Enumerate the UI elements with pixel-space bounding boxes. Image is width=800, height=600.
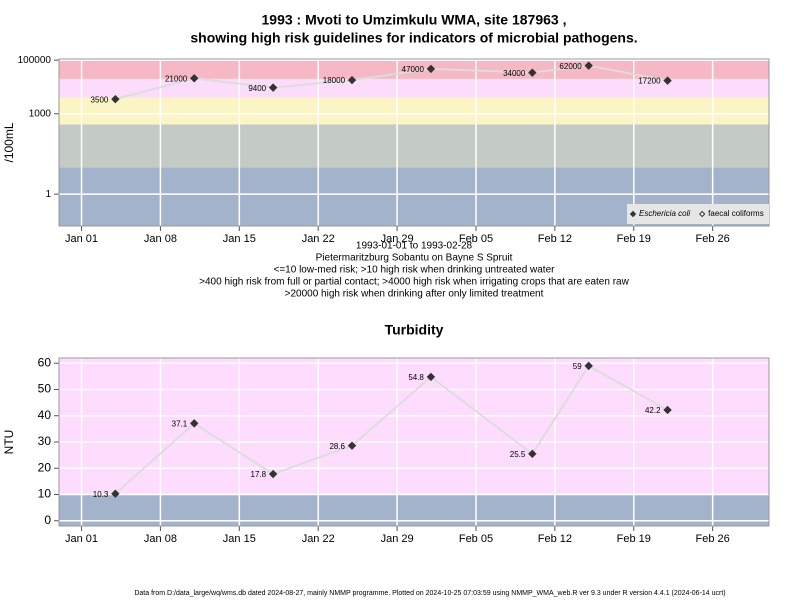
legend-box [627,204,769,224]
x-tick-label: Jan 01 [65,233,98,245]
data-label: 37.1 [172,419,188,428]
x-tick-label: Feb 05 [459,233,493,245]
data-point [528,449,537,459]
y-axis-label: /100mL [2,122,16,162]
chart-title: Turbidity [385,322,444,338]
y-tick-label: 1000 [29,108,52,119]
legend-label: faecal coliforms [708,209,764,218]
x-tick-label: Jan 01 [65,533,98,545]
y-tick-label: 30 [38,434,52,448]
legend-label: Eschericia coli [639,209,690,218]
data-point [426,64,436,74]
y-tick-label: 1 [45,189,51,200]
data-label: 3500 [91,95,109,104]
chart-subtitle: showing high risk guidelines for indicat… [190,30,637,46]
plot-frame [58,58,770,227]
y-tick-label: 50 [38,382,52,396]
x-tick-label: Feb 19 [617,533,651,545]
y-tick-label: 0 [44,513,51,527]
note: >400 high risk from full or partial cont… [199,277,629,288]
x-tick-label: Jan 22 [302,533,335,545]
data-point [111,489,120,498]
chart-title: 1993 : Mvoti to Umzimkulu WMA, site 1879… [262,12,567,28]
x-tick-label: Feb 26 [696,533,730,545]
data-point [584,61,593,70]
data-point [663,405,672,415]
x-tick-label: Feb 12 [538,533,572,545]
data-label: 47000 [402,65,425,74]
x-tick-label: Feb 05 [459,533,493,545]
data-point [111,94,120,104]
legend-marker [698,210,706,218]
data-point [190,419,199,428]
data-label: 21000 [165,74,188,83]
y-tick-label: 10 [38,487,52,501]
note: <=10 low-med risk; >10 high risk when dr… [274,265,556,276]
series-line [114,364,669,495]
x-tick-label: Feb 26 [696,233,730,245]
x-tick-label: Feb 19 [617,233,651,245]
risk-band [59,358,769,495]
footer: Data from D:/data_large/wq/wms.db dated … [134,590,725,597]
y-tick-label: 100000 [18,55,52,66]
legend-marker [629,210,637,218]
data-point [347,441,357,450]
data-point [663,76,672,85]
data-label: 17.8 [251,470,267,479]
note: 1993-01-01 to 1993-02-28 [356,241,473,252]
series-line [115,64,668,101]
data-point [347,75,357,85]
plot-frame [58,357,770,527]
data-point [426,372,436,382]
data-label: 59 [573,362,582,371]
y-tick-label: 40 [38,408,52,422]
data-label: 42.2 [645,406,661,415]
note: >20000 high risk when drinking after onl… [285,289,544,300]
data-label: 28.6 [329,442,345,451]
y-axis-label: NTU [2,430,16,455]
risk-band [59,59,769,79]
x-tick-label: Jan 22 [302,233,335,245]
data-label: 10.3 [93,490,109,499]
data-label: 54.8 [408,373,424,382]
note: Pietermaritzburg Sobantu on Bayne S Spru… [316,253,513,264]
data-point [268,83,278,92]
x-tick-label: Jan 15 [223,533,256,545]
data-point [584,361,593,371]
risk-band [59,97,769,125]
y-tick-label: 60 [38,355,52,369]
x-tick-label: Feb 12 [538,233,572,245]
x-tick-label: Jan 15 [223,233,256,245]
x-tick-label: Jan 29 [381,533,414,545]
data-label: 17200 [638,77,661,86]
data-label: 18000 [323,76,346,85]
x-tick-label: Jan 29 [381,233,414,245]
x-tick-label: Jan 08 [144,533,177,545]
data-label: 34000 [503,69,526,78]
data-point [268,469,278,479]
data-label: 25.5 [510,450,526,459]
data-point [528,68,537,77]
y-tick-label: 20 [38,460,52,474]
risk-band [59,124,769,168]
data-label: 62000 [559,62,582,71]
data-label: 9400 [248,84,266,93]
x-tick-label: Jan 08 [144,233,177,245]
data-point [190,74,199,83]
